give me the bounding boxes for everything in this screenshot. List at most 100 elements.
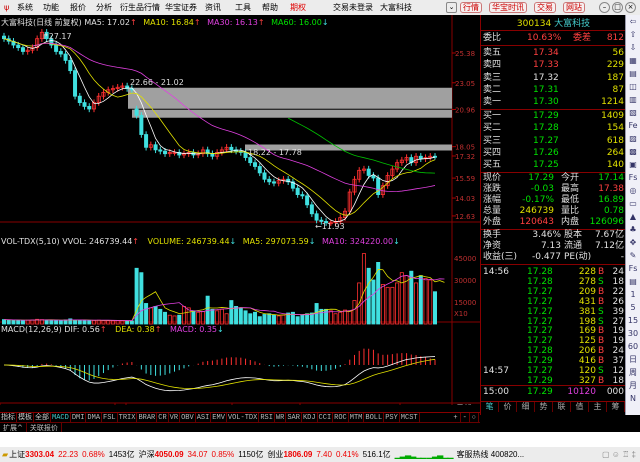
side-tool-icon[interactable]: N	[630, 394, 636, 403]
indicator-tab[interactable]: MTM	[349, 413, 365, 422]
side-tool-icon[interactable]: ▦	[629, 56, 637, 65]
menu-item[interactable]: 资讯	[205, 3, 221, 12]
indicator-menu[interactable]: 全部	[35, 413, 51, 422]
side-tool-icon[interactable]: ◫	[629, 82, 637, 91]
top-button[interactable]: 华宝时讯	[489, 2, 527, 13]
top-button[interactable]: 网站	[563, 2, 585, 13]
price-tick-label: 18.05	[455, 144, 475, 152]
side-tool-icon[interactable]: ◎	[629, 186, 637, 195]
kline-chart[interactable]: 25.38 23.05 20.96 18.05 17.32 15.59 14.03 12.63…	[0, 15, 480, 405]
side-tool-icon[interactable]: ▭	[629, 199, 637, 208]
menu-item[interactable]: 分析	[96, 3, 112, 12]
side-tool-icon[interactable]: ▤	[629, 69, 637, 78]
side-tool-icon[interactable]: Fe	[628, 121, 638, 130]
tick-tab[interactable]: 联	[553, 402, 571, 412]
indicator-control-button[interactable]: ○	[470, 413, 479, 422]
indicator-tab[interactable]: FSL	[103, 413, 118, 422]
side-tool-icon[interactable]: ▲	[629, 212, 637, 221]
menu-item[interactable]: 衍生品行情	[120, 3, 160, 12]
login-status[interactable]: 交易未登录	[333, 3, 373, 12]
side-tool-icon[interactable]: ✎	[629, 251, 637, 260]
top-button[interactable]: 行情	[460, 2, 482, 13]
volume-bar	[343, 309, 348, 325]
indicator-tab[interactable]: CR	[158, 413, 169, 422]
dropdown-icon[interactable]: ⌄	[446, 2, 457, 13]
side-tool-icon[interactable]: 15	[627, 316, 639, 325]
side-tool-icon[interactable]: ▣	[629, 160, 637, 169]
indicator-tab[interactable]: OBV	[181, 413, 196, 422]
tick-tab[interactable]: 笔	[481, 402, 499, 412]
side-tool-icon[interactable]: ⇧	[629, 30, 637, 39]
tick-tab[interactable]: 势	[535, 402, 553, 412]
side-tool-icon[interactable]: Fs	[628, 264, 638, 273]
cell: 228	[578, 267, 596, 277]
side-tool-icon[interactable]: ⇦	[629, 17, 637, 26]
indicator-tab[interactable]: ROC	[334, 413, 349, 422]
index-hs[interactable]: 沪深4050.09	[138, 450, 184, 459]
side-tool-icon[interactable]: ▤	[629, 277, 637, 286]
tray-icons[interactable]: ▢ ☺ ♖ ‡	[601, 450, 636, 459]
cell: 17.28	[527, 346, 553, 357]
indicator-tab[interactable]: WR	[275, 413, 287, 422]
indicator-tab[interactable]: VR	[169, 413, 181, 422]
side-tool-icon[interactable]: ♣	[629, 225, 637, 234]
menu-item[interactable]: 功能	[43, 3, 59, 12]
indicator-control-button[interactable]: +	[451, 413, 461, 422]
indicator-tab[interactable]: VOL-TDX	[227, 413, 260, 422]
indicator-tab[interactable]: MACD	[52, 413, 71, 422]
tick-tab[interactable]: 值	[571, 402, 589, 412]
indicator-menu[interactable]: 指标	[1, 413, 17, 422]
indicator-tab[interactable]: DMA	[87, 413, 103, 422]
side-tool-icon[interactable]: 月	[629, 381, 637, 390]
extension-bar: 扩展^ 关联报价	[0, 422, 480, 432]
indicator-menu[interactable]: 模板	[18, 413, 34, 422]
tick-tab[interactable]: 细	[517, 402, 535, 412]
side-tool-icon[interactable]: ✥	[629, 238, 637, 247]
indicator-tab[interactable]: CCI	[318, 413, 334, 422]
extension-tab[interactable]: 关联报价	[27, 423, 62, 432]
extension-tab[interactable]: 扩展^	[0, 423, 27, 432]
tick-tab[interactable]: 主	[589, 402, 607, 412]
maximize-button[interactable]: □	[612, 2, 623, 13]
indicator-control-button[interactable]: -	[461, 413, 470, 422]
side-tool-icon[interactable]: ⇩	[629, 43, 637, 52]
menu-item[interactable]: 华宝证券	[165, 3, 197, 12]
side-tool-icon[interactable]: ▩	[629, 147, 637, 156]
side-tool-icon[interactable]: 5	[630, 303, 636, 312]
side-tool-icon[interactable]: Fs	[628, 173, 638, 182]
tick-tab[interactable]: 价	[499, 402, 517, 412]
cell: 18	[612, 375, 624, 386]
indicator-tab[interactable]: KDJ	[302, 413, 318, 422]
side-tool-icon[interactable]: 30	[627, 329, 639, 338]
close-button[interactable]: ×	[625, 2, 636, 13]
indicator-tab[interactable]: MCST	[400, 413, 420, 422]
indicator-tab[interactable]: SAR	[287, 413, 302, 422]
menu-item[interactable]: 工具	[235, 3, 251, 12]
indicator-tab[interactable]: PSY	[385, 413, 400, 422]
menu-item[interactable]: 帮助	[262, 3, 278, 12]
index-sh[interactable]: 上证3303.04	[9, 450, 55, 459]
candle-body	[144, 134, 149, 148]
indicator-tab[interactable]: BRAR	[138, 413, 158, 422]
menu-options[interactable]: 期权	[290, 3, 306, 12]
indicator-tab[interactable]: TRIX	[118, 413, 138, 422]
side-tool-icon[interactable]: ▨	[629, 134, 637, 143]
top-button[interactable]: 交易	[534, 2, 556, 13]
indicator-tab[interactable]: ASI	[196, 413, 212, 422]
indicator-tab[interactable]: BOLL	[365, 413, 385, 422]
side-tool-icon[interactable]: ▧	[629, 108, 637, 117]
side-tool-icon[interactable]: 日	[629, 355, 637, 364]
minimize-button[interactable]: –	[599, 2, 610, 13]
side-tool-icon[interactable]: 60	[627, 342, 639, 351]
indicator-tab[interactable]: DMI	[71, 413, 87, 422]
index-cy[interactable]: 创业1806.09	[267, 450, 313, 459]
side-tool-icon[interactable]: 周	[629, 368, 637, 377]
tick-tab[interactable]: 筹	[607, 402, 625, 412]
menu-item[interactable]: 报价	[70, 3, 86, 12]
indicator-tab[interactable]: RSI	[260, 413, 275, 422]
side-tool-icon[interactable]: 1	[630, 290, 636, 299]
menu-item[interactable]: 系统	[17, 3, 33, 12]
indicator-tab[interactable]: EMV	[212, 413, 227, 422]
side-tool-icon[interactable]: ▥	[629, 95, 637, 104]
